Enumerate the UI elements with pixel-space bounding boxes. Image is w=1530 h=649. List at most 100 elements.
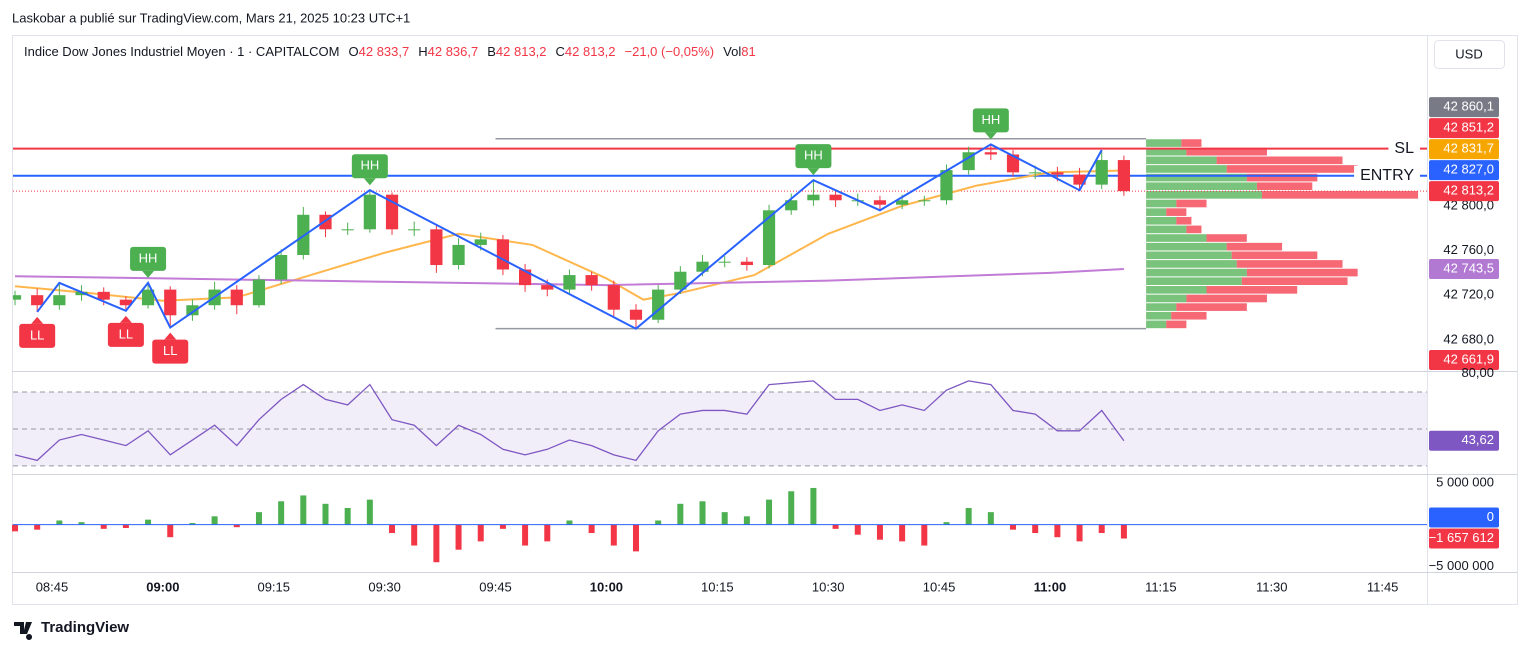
histogram-bar — [122, 524, 129, 529]
profile-down — [1176, 199, 1207, 208]
histogram-bar — [810, 487, 817, 525]
currency-button[interactable] — [1434, 40, 1505, 69]
profile-up — [1146, 216, 1177, 225]
x-tick-label: 09:45 — [479, 579, 512, 594]
candle-body — [119, 299, 132, 306]
price-marker — [1429, 258, 1499, 279]
currency[interactable]: USD — [1455, 46, 1482, 61]
profile-down — [1226, 242, 1283, 251]
profile-up — [1146, 191, 1262, 199]
histogram-bar — [1032, 524, 1039, 534]
histogram-bar — [211, 516, 218, 525]
candle-body — [652, 289, 665, 320]
histogram-bar — [1120, 524, 1127, 539]
histogram-bar — [389, 524, 396, 534]
profile-down — [1176, 216, 1192, 225]
x-tick-label: 09:00 — [146, 579, 179, 594]
candle-body — [718, 261, 731, 263]
candle-body — [629, 309, 643, 320]
candle-body — [164, 289, 177, 316]
histogram-bar — [411, 524, 418, 546]
histogram-bar — [477, 524, 484, 542]
price-marker — [1429, 97, 1499, 118]
pivot-arrow — [807, 168, 820, 176]
candle-body — [1006, 154, 1020, 173]
histogram-bar — [344, 507, 351, 525]
price-marker-label: 42 851,2 — [1443, 120, 1494, 135]
price-marker-label: 42 860,1 — [1443, 99, 1494, 114]
pivot-badge — [130, 246, 167, 271]
histogram-bar — [34, 524, 41, 530]
profile-up — [1146, 242, 1227, 251]
profile-up — [1146, 251, 1232, 260]
candle-body — [341, 229, 354, 231]
histogram-bar — [322, 503, 329, 525]
histogram-bar — [255, 512, 262, 525]
candle-body — [275, 254, 288, 280]
profile-up — [1146, 277, 1242, 286]
profile-down — [1216, 156, 1343, 165]
profile-up — [1146, 303, 1177, 311]
profile-down — [1186, 147, 1267, 156]
price-marker-label: −1 657 612 — [1429, 530, 1494, 545]
profile-up — [1146, 208, 1167, 216]
profile-up — [1146, 147, 1187, 156]
histogram-bar — [278, 501, 285, 525]
candle-body — [53, 295, 66, 306]
candle-body — [1051, 172, 1064, 175]
pivot-label: LL — [119, 326, 133, 341]
level-label: ENTRY — [1360, 167, 1414, 184]
profile-up — [1146, 234, 1207, 242]
candle-body — [496, 239, 510, 270]
x-tick-label: 10:30 — [812, 579, 845, 594]
candle-body — [252, 279, 266, 306]
candle-body — [829, 194, 842, 201]
histogram-bar — [632, 524, 639, 552]
candle-body — [1095, 160, 1108, 185]
x-tick-label: 09:30 — [368, 579, 401, 594]
candle-body — [474, 239, 487, 245]
price-marker — [1429, 430, 1499, 451]
zigzag — [36, 143, 1103, 330]
pivot-badge — [107, 322, 144, 347]
x-tick-label: 11:15 — [1145, 579, 1177, 594]
profile-down — [1186, 294, 1267, 303]
price-marker-label: 42 827,0 — [1443, 162, 1494, 177]
candle-body — [607, 285, 620, 310]
candle-body — [541, 285, 554, 290]
profile-down — [1171, 311, 1207, 320]
legend: Indice Dow Jones Industriel Moyen · 1 · … — [24, 44, 756, 59]
histogram-bar — [522, 524, 529, 546]
pivot-arrow — [119, 315, 132, 323]
pivot-label: HH — [139, 250, 158, 265]
candle-body — [585, 275, 598, 286]
profile-up — [1146, 173, 1247, 182]
histogram-bar — [366, 499, 373, 525]
histogram-bar — [610, 524, 617, 546]
candle-body — [363, 194, 376, 230]
price-marker — [1429, 139, 1499, 160]
pivot-arrow — [164, 332, 177, 340]
histogram-bar — [899, 524, 906, 542]
histogram-bar — [876, 524, 883, 540]
histogram-bar — [56, 520, 63, 525]
publisher: Laskobar a publié sur TradingView.com, M… — [12, 10, 410, 25]
histogram-bar — [12, 524, 18, 532]
y-tick-label: 5 000 000 — [1436, 474, 1494, 489]
histogram-bar — [78, 522, 85, 525]
pivot-arrow — [984, 132, 997, 140]
pivot-label: HH — [804, 148, 823, 163]
x-tick-label: 11:30 — [1256, 579, 1288, 594]
profile-up — [1146, 165, 1227, 173]
candle-body — [984, 152, 997, 155]
profile-down — [1176, 303, 1247, 311]
ohlc-value: 42 813,2 — [496, 44, 547, 59]
histogram-bar — [743, 516, 750, 525]
y-tick-label: 42 680,0 — [1443, 331, 1494, 346]
profile-down — [1166, 320, 1187, 329]
x-tick-label: 11:00 — [1034, 579, 1067, 594]
ohlc-value: 42 813,2 — [565, 44, 616, 59]
candle-body — [1117, 160, 1130, 192]
ohlc-value: 42 833,7 — [359, 44, 410, 59]
